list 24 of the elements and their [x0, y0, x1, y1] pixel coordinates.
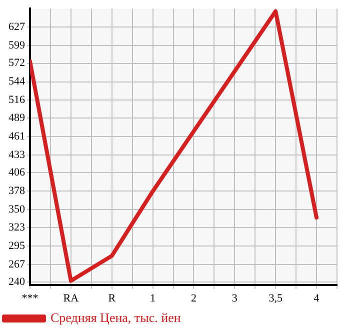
- x-tick-label: R: [108, 292, 116, 304]
- legend-label: Средняя Цена, тыс. йен: [50, 310, 181, 325]
- y-tick-label: 461: [8, 130, 25, 142]
- x-tick-label: 3: [232, 292, 238, 304]
- y-tick-label: 350: [8, 204, 26, 216]
- y-tick-label: 323: [8, 221, 26, 234]
- y-tick-label: 544: [8, 76, 26, 88]
- y-tick-label: 433: [8, 148, 26, 161]
- y-tick-label: 267: [8, 258, 26, 270]
- x-tick-label: 2: [190, 292, 196, 304]
- x-tick-label: 4: [314, 292, 320, 304]
- y-tick-label: 516: [8, 94, 26, 106]
- y-tick-label: 378: [8, 185, 26, 198]
- y-tick-label: 295: [8, 240, 26, 252]
- x-tick-label: 1: [150, 292, 156, 304]
- y-tick-label: 572: [8, 57, 25, 70]
- x-tick-label: 3,5: [268, 292, 283, 304]
- y-tick-label: 240: [8, 276, 26, 288]
- y-tick-label: 627: [8, 20, 26, 33]
- y-tick-label: 406: [8, 166, 26, 179]
- y-tick-label: 599: [8, 39, 26, 52]
- y-tick-label: 489: [8, 112, 26, 124]
- x-tick-label: RA: [63, 292, 79, 304]
- x-tick-label: ***: [22, 292, 38, 304]
